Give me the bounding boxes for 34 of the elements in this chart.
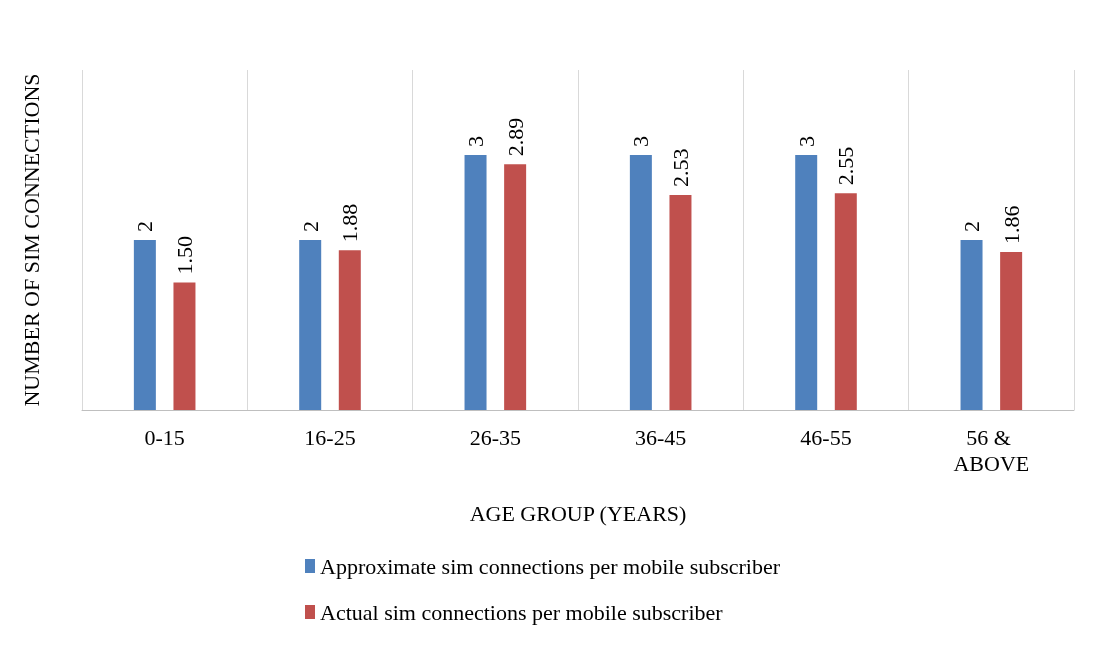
data-label: 2	[132, 221, 158, 232]
x-tick-label: 36-45	[635, 424, 687, 450]
data-label: 3	[793, 136, 819, 147]
data-label: 1.50	[171, 236, 197, 275]
x-tick-label: 16-25	[304, 424, 356, 450]
bar	[629, 155, 652, 410]
data-label: 2	[297, 221, 323, 232]
bar	[669, 194, 692, 410]
x-tick-label: 26-35	[469, 424, 521, 450]
bar	[795, 155, 818, 410]
data-label: 2.53	[667, 148, 693, 187]
legend-label: Actual sim connections per mobile subscriber	[320, 599, 724, 625]
data-label: 2.89	[502, 117, 528, 157]
data-label: 3	[463, 136, 489, 147]
data-label: 3	[628, 136, 654, 147]
bar	[464, 155, 487, 410]
bar	[504, 164, 527, 410]
bar	[299, 240, 322, 410]
data-label: 1.88	[337, 203, 363, 243]
x-tick-label: 46-55	[800, 424, 852, 450]
x-tick-label: 0-15	[144, 424, 185, 450]
bar	[960, 240, 983, 410]
data-label: 2.55	[833, 146, 859, 186]
y-axis-title: NUMBER OF SIM CONNECTIONS	[18, 73, 44, 407]
bar	[133, 240, 156, 410]
x-tick-label: 56 & ABOVE	[953, 424, 1030, 476]
data-label: 1.86	[998, 205, 1024, 244]
bar	[1000, 251, 1023, 410]
data-label: 2	[959, 221, 985, 232]
bar	[173, 282, 196, 410]
bar	[834, 193, 857, 410]
legend-label: Approximate sim connections per mobile subscriber	[320, 553, 781, 579]
x-axis-title: AGE GROUP (YEARS)	[469, 500, 687, 526]
bar	[338, 250, 361, 410]
